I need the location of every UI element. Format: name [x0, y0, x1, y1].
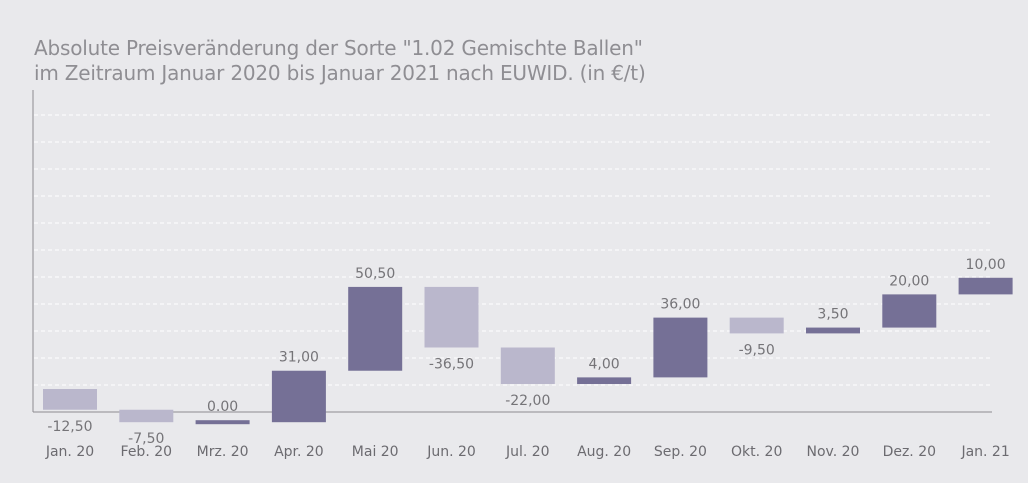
data-label-7: 4,00: [589, 356, 620, 372]
x-tick-label-3: Apr. 20: [274, 444, 324, 460]
gridlines: [34, 114, 992, 386]
data-label-12: 10,00: [966, 257, 1006, 273]
x-tick-label-1: Feb. 20: [121, 444, 173, 460]
data-label-5: -36,50: [429, 357, 474, 373]
data-label-3: 31,00: [279, 350, 319, 366]
x-tick-label-0: Jan. 20: [45, 444, 94, 460]
data-label-2: 0.00: [207, 399, 238, 415]
chart-title-line-2: im Zeitraum Januar 2020 bis Januar 2021 …: [34, 61, 646, 85]
data-label-0: -12,50: [47, 419, 92, 435]
chart-title: Absolute Preisveränderung der Sorte "1.0…: [34, 36, 646, 86]
data-label-10: 3,50: [817, 307, 848, 323]
x-tick-label-9: Okt. 20: [731, 444, 782, 460]
bar-9: [729, 317, 784, 334]
bar-3: [271, 370, 326, 423]
x-tick-label-7: Aug. 20: [577, 444, 631, 460]
x-tick-label-11: Dez. 20: [883, 444, 936, 460]
x-tick-label-12: Jan. 21: [960, 444, 1009, 460]
data-label-11: 20,00: [889, 273, 929, 289]
x-tick-label-8: Sep. 20: [654, 444, 707, 460]
bars: [43, 277, 1013, 425]
data-label-9: -9,50: [739, 342, 775, 358]
bar-5: [424, 286, 479, 348]
data-label-6: -22,00: [505, 393, 550, 409]
bar-6: [500, 347, 555, 385]
axes: [32, 90, 992, 413]
bar-0: [43, 389, 97, 410]
x-tick-label-5: Jun. 20: [426, 444, 476, 460]
bar-7: [577, 377, 632, 385]
bar-8: [653, 317, 708, 378]
bar-12: [958, 277, 1013, 295]
chart-title-line-1: Absolute Preisveränderung der Sorte "1.0…: [34, 36, 643, 60]
x-tick-label-6: Jul. 20: [505, 444, 550, 460]
category-labels: Jan. 20 Feb. 20 Mrz. 20 Apr. 20 Mai 20 Jun. 2…: [45, 444, 1010, 460]
x-tick-label-2: Mrz. 20: [197, 444, 249, 460]
bar-4: [348, 286, 403, 371]
x-tick-label-10: Nov. 20: [807, 444, 860, 460]
bar-10: [806, 327, 860, 334]
bar-2: [195, 420, 250, 425]
bar-11: [882, 294, 937, 328]
data-label-8: 36,00: [660, 297, 700, 313]
bar-1: [119, 409, 174, 423]
x-tick-label-4: Mai 20: [352, 444, 399, 460]
data-label-4: 50,50: [355, 266, 395, 282]
data-label-1: -7,50: [128, 431, 164, 447]
data-labels: -12,50 -7,50 0.00 31,00 50,50 -36,50 -22,00 4,0…: [47, 257, 1005, 447]
